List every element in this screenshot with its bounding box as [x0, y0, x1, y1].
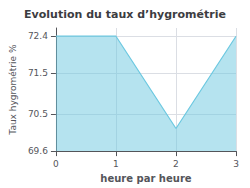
svg-text:Evolution du taux d’hygrométri: Evolution du taux d’hygrométrie: [24, 8, 226, 21]
svg-text:2: 2: [173, 159, 179, 169]
svg-text:3: 3: [233, 159, 239, 169]
svg-text:70.5: 70.5: [28, 109, 48, 119]
svg-text:0: 0: [53, 159, 59, 169]
svg-text:69.6: 69.6: [28, 146, 48, 156]
svg-text:71.5: 71.5: [28, 68, 48, 78]
svg-text:72.4: 72.4: [28, 31, 48, 41]
svg-text:Taux hygrométrie %: Taux hygrométrie %: [8, 44, 18, 136]
svg-text:heure par heure: heure par heure: [100, 173, 191, 184]
svg-text:1: 1: [113, 159, 119, 169]
